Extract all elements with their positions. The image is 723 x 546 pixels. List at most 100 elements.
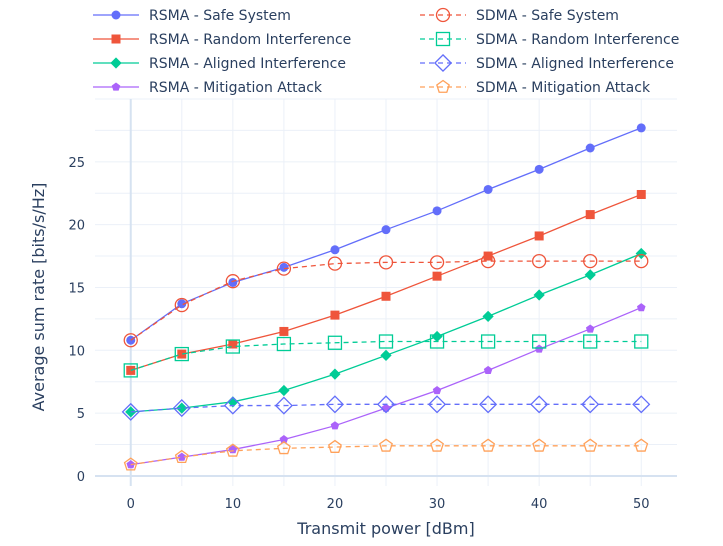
y-axis-title: Average sum rate [bits/s/Hz] [29, 183, 48, 412]
x-tick-label: 40 [531, 497, 548, 512]
x-tick-labels: 0 10 20 30 40 50 [127, 497, 650, 512]
data-point [174, 297, 189, 313]
data-point [376, 395, 396, 414]
legend-marker [111, 34, 121, 44]
legend-label: SDMA - Random Interference [476, 32, 679, 48]
data-point [381, 225, 391, 235]
data-point [279, 326, 289, 336]
data-point [480, 334, 496, 349]
data-point [176, 402, 188, 414]
data-point [328, 439, 342, 453]
series-rsma-aligned-interference [125, 247, 647, 418]
x-tick-label: 20 [327, 497, 344, 512]
data-point [126, 365, 136, 375]
legend-marker [111, 82, 121, 91]
legend-marker [435, 31, 451, 47]
data-point [483, 184, 493, 194]
data-point [530, 395, 549, 414]
data-point [634, 334, 649, 349]
data-point [480, 253, 496, 269]
data-point [479, 395, 498, 414]
data-point [432, 386, 442, 395]
y-tick-label: 5 [77, 407, 85, 422]
data-point [636, 303, 646, 312]
series-rsma-random-interference [126, 189, 646, 375]
legend-item: RSMA - Random Interference [93, 32, 351, 48]
data-point [432, 271, 442, 281]
data-point [325, 395, 344, 414]
y-tick-label: 20 [68, 219, 85, 234]
data-point [532, 334, 547, 349]
legend-label: RSMA - Aligned Interference [149, 56, 346, 72]
data-point [380, 349, 392, 361]
data-point [483, 365, 493, 375]
series-sdma-aligned-interference [121, 395, 651, 421]
data-point [581, 395, 600, 414]
data-point [533, 289, 545, 301]
legend-label: RSMA - Random Interference [149, 32, 351, 48]
y-tick-labels: 0 5 10 15 20 25 [68, 156, 85, 485]
data-point [330, 421, 340, 430]
data-point [432, 206, 442, 216]
y-tick-label: 15 [68, 281, 85, 296]
data-point [632, 395, 651, 414]
legend-label: RSMA - Safe System [149, 8, 291, 24]
data-point [174, 346, 189, 362]
data-point [177, 299, 187, 309]
data-point [429, 334, 445, 349]
y-tick-label: 0 [77, 470, 85, 485]
legend-item: RSMA - Aligned Interference [93, 56, 346, 72]
data-point [585, 143, 595, 153]
data-point [330, 310, 340, 320]
data-point [276, 441, 291, 455]
data-point [428, 395, 447, 414]
data-point [228, 277, 238, 287]
data-point [123, 457, 138, 471]
legend: RSMA - Safe System RSMA - Random Interfer… [93, 7, 679, 96]
data-point [327, 335, 343, 350]
data-point [534, 164, 544, 174]
data-point [429, 255, 445, 270]
x-tick-label: 30 [429, 497, 446, 512]
x-tick-label: 50 [633, 497, 650, 512]
legend-marker [436, 79, 450, 93]
data-point [330, 245, 340, 255]
data-point [225, 274, 240, 289]
series-rsma-mitigation-attack [126, 303, 646, 469]
zero-lines [95, 99, 677, 486]
data-point [279, 262, 289, 272]
series-sdma-mitigation-attack [123, 438, 649, 471]
legend-marker [110, 57, 122, 69]
data-point [636, 189, 646, 199]
legend-item: RSMA - Safe System [93, 8, 291, 24]
legend-item: SDMA - Safe System [420, 7, 619, 24]
series-layer [121, 123, 651, 471]
legend-item: RSMA - Mitigation Attack [93, 80, 323, 96]
data-point [532, 253, 547, 269]
data-point [276, 261, 292, 276]
legend-label: SDMA - Safe System [476, 8, 619, 24]
data-point [225, 443, 240, 457]
x-axis-title: Transmit power [dBm] [296, 519, 474, 538]
legend-marker [433, 53, 453, 73]
data-point [223, 396, 242, 415]
data-point [636, 123, 646, 133]
data-point [177, 349, 187, 359]
series-sdma-safe-system [123, 253, 649, 348]
data-point [276, 336, 292, 352]
x-tick-label: 0 [127, 497, 135, 512]
data-point [327, 256, 343, 271]
data-point [634, 253, 649, 269]
data-point [481, 438, 496, 452]
series-line [130, 403, 642, 413]
data-point [583, 253, 598, 269]
data-point [635, 247, 647, 260]
data-point [329, 368, 341, 380]
legend-label: SDMA - Aligned Interference [476, 56, 674, 72]
data-point [172, 399, 191, 418]
data-point [583, 438, 598, 452]
y-tick-label: 25 [68, 156, 85, 171]
legend-label: RSMA - Mitigation Attack [149, 80, 323, 96]
data-point [379, 438, 393, 452]
